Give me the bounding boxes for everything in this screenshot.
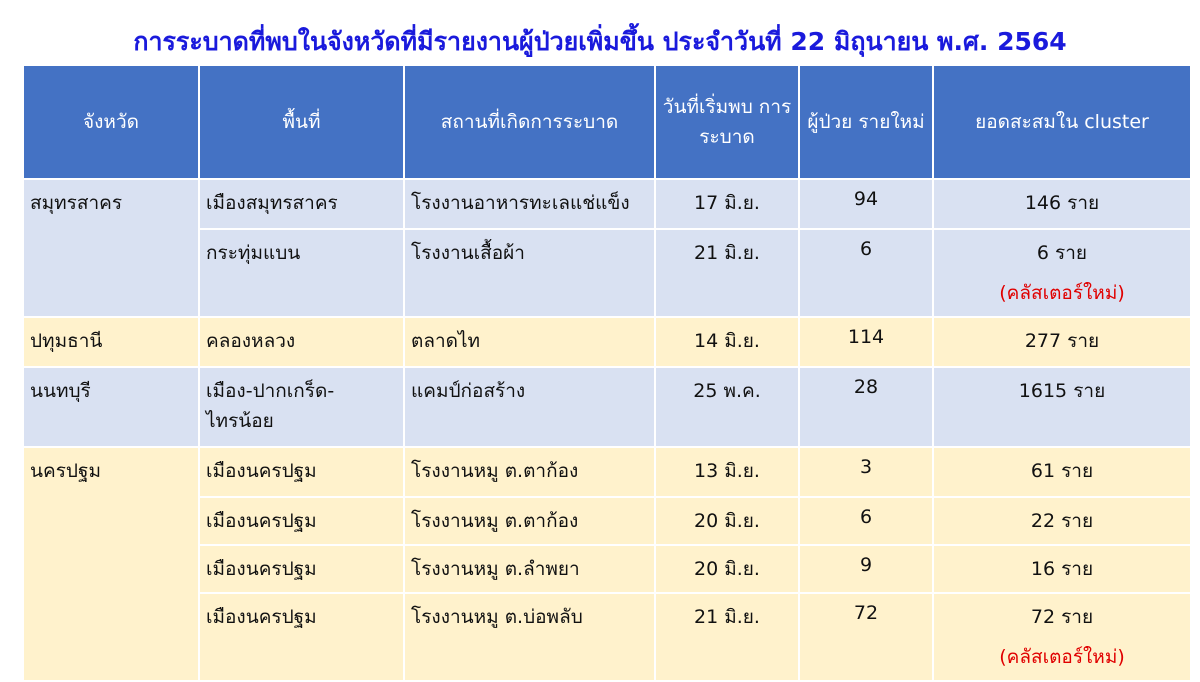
table-row: ปทุมธานี คลองหลวง ตลาดไท 14 มิ.ย. 114 277 ราย — [22, 316, 1192, 368]
cumulative-cell: 22 ราย — [932, 496, 1192, 546]
header-place: สถานที่เกิดการระบาด — [403, 64, 656, 180]
area-cell: เมืองนครปฐม — [198, 592, 405, 682]
new-cases-cell: 114 — [798, 316, 934, 368]
area-cell: เมืองนครปฐม — [198, 496, 405, 546]
cumulative-cell: 6 ราย (คลัสเตอร์ใหม่) — [932, 228, 1192, 318]
table-row: เมืองนครปฐม โรงงานหมู ต.ลำพยา 20 มิ.ย. 9 16 … — [23, 544, 1192, 594]
table-row: เมืองนครปฐม โรงงานหมู ต.ตาก้อง 20 มิ.ย. 6 22… — [23, 496, 1192, 546]
place-cell: โรงงานหมู ต.ตาก้อง — [403, 446, 656, 498]
table-row: สมุทรสาคร เมืองสมุทรสาคร โรงงานอาหารทะเลแช… — [22, 178, 1192, 318]
header-start-date: วันที่เริ่มพบ การระบาด — [654, 64, 800, 180]
cumulative-cell: 72 ราย (คลัสเตอร์ใหม่) — [932, 592, 1192, 682]
date-cell: 21 มิ.ย. — [654, 228, 800, 318]
header-province: จังหวัด — [22, 64, 200, 180]
date-cell: 13 มิ.ย. — [654, 446, 800, 498]
province-cell: สมุทรสาคร — [22, 178, 200, 318]
table-row: กระทุ่มแบน โรงงานเสื้อผ้า 21 มิ.ย. 6 6 ราย (ค… — [23, 228, 1192, 318]
date-cell: 20 มิ.ย. — [654, 544, 800, 594]
cumulative-value: 61 ราย — [1030, 460, 1094, 482]
cumulative-cell: 16 ราย — [932, 544, 1192, 594]
cumulative-cell: 1615 ราย — [932, 366, 1192, 448]
area-cell: เมืองนครปฐม — [198, 544, 405, 594]
area-cell: เมืองสมุทรสาคร — [198, 178, 405, 230]
new-cases-cell: 28 — [798, 366, 934, 448]
header-new-cases: ผู้ป่วย รายใหม่ — [798, 64, 934, 180]
new-cluster-note: (คลัสเตอร์ใหม่) — [999, 282, 1125, 304]
new-cases-cell: 6 — [798, 496, 934, 546]
date-cell: 14 มิ.ย. — [654, 316, 800, 368]
date-cell: 21 มิ.ย. — [654, 592, 800, 682]
new-cases-cell: 6 — [798, 228, 934, 318]
cumulative-value: 146 ราย — [1024, 192, 1100, 214]
table-row: เมืองนครปฐม โรงงานหมู ต.บ่อพลับ 21 มิ.ย. 72… — [23, 592, 1192, 682]
header-cumulative: ยอดสะสมใน cluster — [932, 64, 1192, 180]
cumulative-cell: 277 ราย — [932, 316, 1192, 368]
date-cell: 17 มิ.ย. — [654, 178, 800, 230]
header-area: พื้นที่ — [198, 64, 405, 180]
place-cell: โรงงานหมู ต.ลำพยา — [403, 544, 656, 594]
area-cell: เมืองนครปฐม — [198, 446, 405, 498]
cumulative-value: 1615 ราย — [1018, 380, 1106, 402]
outbreak-table: จังหวัด พื้นที่ สถานที่เกิดการระบาด วันท… — [22, 64, 1192, 682]
date-cell: 20 มิ.ย. — [654, 496, 800, 546]
table-row: นครปฐม เมืองนครปฐม โรงงานหมู ต.ตาก้อง 13 มิ… — [22, 446, 1192, 682]
area-cell: กระทุ่มแบน — [198, 228, 405, 318]
cumulative-value: 16 ราย — [1030, 558, 1094, 580]
new-cases-cell: 9 — [798, 544, 934, 594]
cumulative-value: 72 ราย — [1030, 606, 1094, 628]
province-cell: ปทุมธานี — [22, 316, 200, 368]
new-cases-cell: 72 — [798, 592, 934, 682]
cumulative-value: 277 ราย — [1024, 330, 1100, 352]
new-cases-cell: 94 — [798, 178, 934, 230]
cumulative-value: 6 ราย — [1036, 242, 1088, 264]
place-cell: โรงงานหมู ต.บ่อพลับ — [403, 592, 656, 682]
page-title: การระบาดที่พบในจังหวัดที่มีรายงานผู้ป่วย… — [133, 27, 1067, 56]
place-cell: แคมป์ก่อสร้าง — [403, 366, 656, 448]
place-cell: โรงงานอาหารทะเลแช่แข็ง — [403, 178, 656, 230]
place-cell: ตลาดไท — [403, 316, 656, 368]
area-cell: เมือง-ปากเกร็ด-ไทรน้อย — [198, 366, 405, 448]
province-cell: นครปฐม — [22, 446, 200, 682]
province-cell: นนทบุรี — [22, 366, 200, 448]
header-row: จังหวัด พื้นที่ สถานที่เกิดการระบาด วันท… — [22, 64, 1192, 180]
cumulative-cell: 146 ราย — [932, 178, 1192, 230]
place-cell: โรงงานหมู ต.ตาก้อง — [403, 496, 656, 546]
table-row: นนทบุรี เมือง-ปากเกร็ด-ไทรน้อย แคมป์ก่อสร้… — [22, 366, 1192, 448]
cumulative-value: 22 ราย — [1030, 510, 1094, 532]
cumulative-cell: 61 ราย — [932, 446, 1192, 498]
area-cell: คลองหลวง — [198, 316, 405, 368]
new-cluster-note: (คลัสเตอร์ใหม่) — [999, 646, 1125, 668]
place-cell: โรงงานเสื้อผ้า — [403, 228, 656, 318]
date-cell: 25 พ.ค. — [654, 366, 800, 448]
new-cases-cell: 3 — [798, 446, 934, 498]
